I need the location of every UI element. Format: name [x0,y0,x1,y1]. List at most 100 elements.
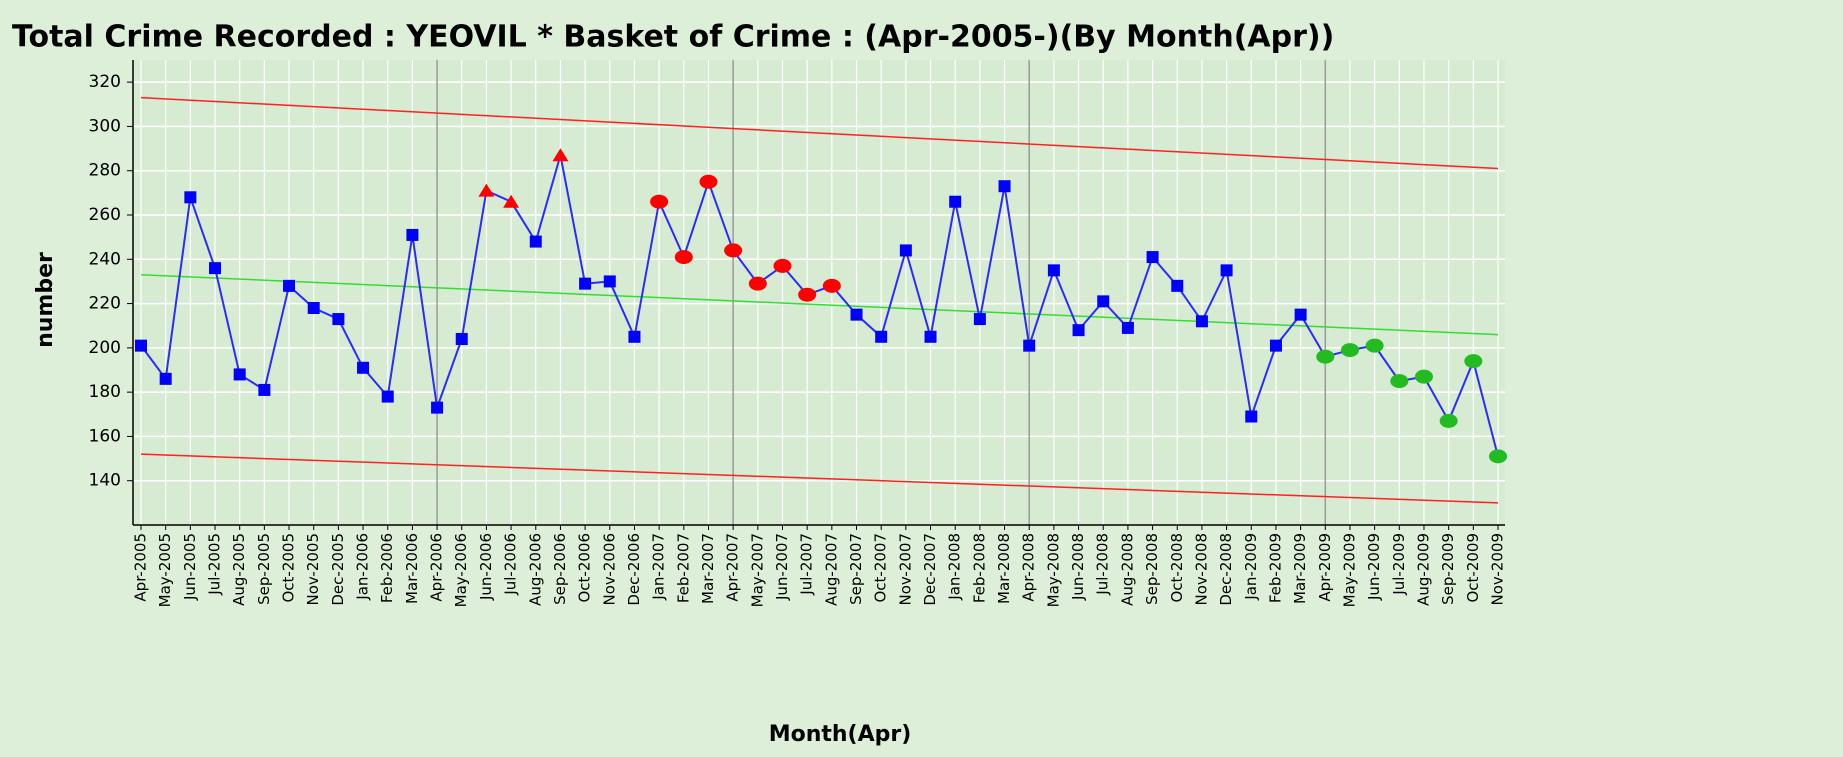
x-tick-label: Dec-2006 [625,533,643,606]
marker [1121,321,1134,334]
x-tick-label: Jun-2007 [773,533,791,601]
marker [1047,264,1060,277]
x-tick-label: Sep-2006 [551,533,569,605]
marker [258,383,271,396]
marker [924,330,937,343]
marker [773,258,792,273]
x-tick-label: Dec-2008 [1217,533,1235,606]
marker [850,308,863,321]
marker [798,287,817,302]
marker [724,243,743,258]
y-tick-label: 220 [89,294,121,314]
x-tick-label: Aug-2005 [230,533,248,606]
marker [1072,324,1085,337]
marker [674,250,693,265]
y-tick-label: 200 [89,338,121,358]
x-tick-label: Jan-2008 [946,533,964,601]
x-tick-label: Nov-2006 [600,533,618,605]
marker [1146,251,1159,264]
x-tick-label: Oct-2009 [1464,533,1482,603]
y-tick-label: 300 [89,116,121,136]
marker [1365,338,1384,353]
marker [307,302,320,314]
x-tick-label: Jul-2005 [206,533,224,596]
marker [603,275,616,288]
x-tick-label: Aug-2006 [526,533,544,606]
marker [650,194,669,209]
marker [1489,449,1507,464]
x-tick-label: Jun-2006 [477,533,495,601]
x-tick-label: Apr-2008 [1020,533,1038,602]
marker [1294,308,1307,321]
x-tick-label: May-2006 [452,533,470,607]
x-axis-label: Month(Apr) [769,722,912,747]
x-tick-label: Aug-2009 [1414,533,1432,606]
y-tick-label: 180 [89,382,121,402]
x-tick-label: Mar-2006 [403,533,421,604]
y-tick-label: 320 [89,72,121,92]
x-tick-label: Sep-2009 [1439,533,1457,605]
x-tick-label: Jan-2009 [1242,533,1260,601]
marker [552,148,569,162]
x-tick-label: Mar-2008 [995,533,1013,604]
marker [1220,264,1233,277]
x-tick-label: Jun-2009 [1365,533,1383,601]
marker [973,313,986,326]
chart-title: Total Crime Recorded : YEOVIL * Basket o… [12,20,1334,55]
marker [332,313,345,326]
x-tick-label: Aug-2007 [822,533,840,606]
x-tick-label: Jul-2007 [798,533,816,596]
marker [822,278,841,293]
marker [529,235,542,248]
x-tick-label: Jun-2005 [181,533,199,601]
x-tick-label: May-2009 [1340,533,1358,607]
x-tick-label: Feb-2008 [970,533,988,603]
x-tick-label: Jun-2008 [1069,533,1087,601]
x-tick-label: Sep-2005 [255,533,273,605]
x-tick-label: Dec-2005 [329,533,347,606]
marker [1340,343,1359,358]
x-tick-label: Jan-2006 [354,533,372,601]
reference-line [140,96,1499,170]
x-tick-label: Oct-2005 [280,533,298,603]
marker [1195,315,1208,328]
x-tick-label: Feb-2009 [1266,533,1284,603]
marker [209,262,222,275]
marker [1464,354,1483,369]
marker [949,195,962,208]
reference-line [140,274,1499,336]
x-tick-label: Jul-2008 [1094,533,1112,596]
marker [1097,295,1110,308]
marker [283,279,296,292]
y-tick-label: 280 [89,161,121,181]
x-tick-label: Nov-2009 [1489,533,1507,605]
marker [1414,369,1433,384]
marker [1023,339,1036,352]
marker [579,277,592,290]
x-tick-label: Nov-2005 [304,533,322,605]
x-tick-label: Apr-2007 [724,533,742,602]
marker [431,401,444,414]
marker [455,333,468,345]
x-tick-label: May-2008 [1044,533,1062,607]
x-tick-label: Apr-2009 [1316,533,1334,602]
marker [748,276,767,291]
marker [998,180,1011,193]
x-tick-label: Apr-2006 [428,533,446,602]
x-tick-label: Jul-2009 [1390,533,1408,596]
x-tick-label: May-2005 [156,533,174,607]
x-tick-label: Oct-2007 [872,533,890,603]
marker [381,390,394,403]
x-tick-label: Feb-2007 [674,533,692,603]
marker [899,244,912,257]
x-tick-label: Sep-2007 [847,533,865,605]
marker [1269,339,1282,352]
x-tick-label: Aug-2008 [1118,533,1136,606]
x-tick-label: Oct-2008 [1168,533,1186,603]
marker [135,339,147,352]
y-tick-label: 140 [89,471,121,491]
marker [357,361,370,374]
x-tick-label: Oct-2006 [576,533,594,603]
x-tick-label: Nov-2008 [1192,533,1210,605]
marker [159,372,172,385]
